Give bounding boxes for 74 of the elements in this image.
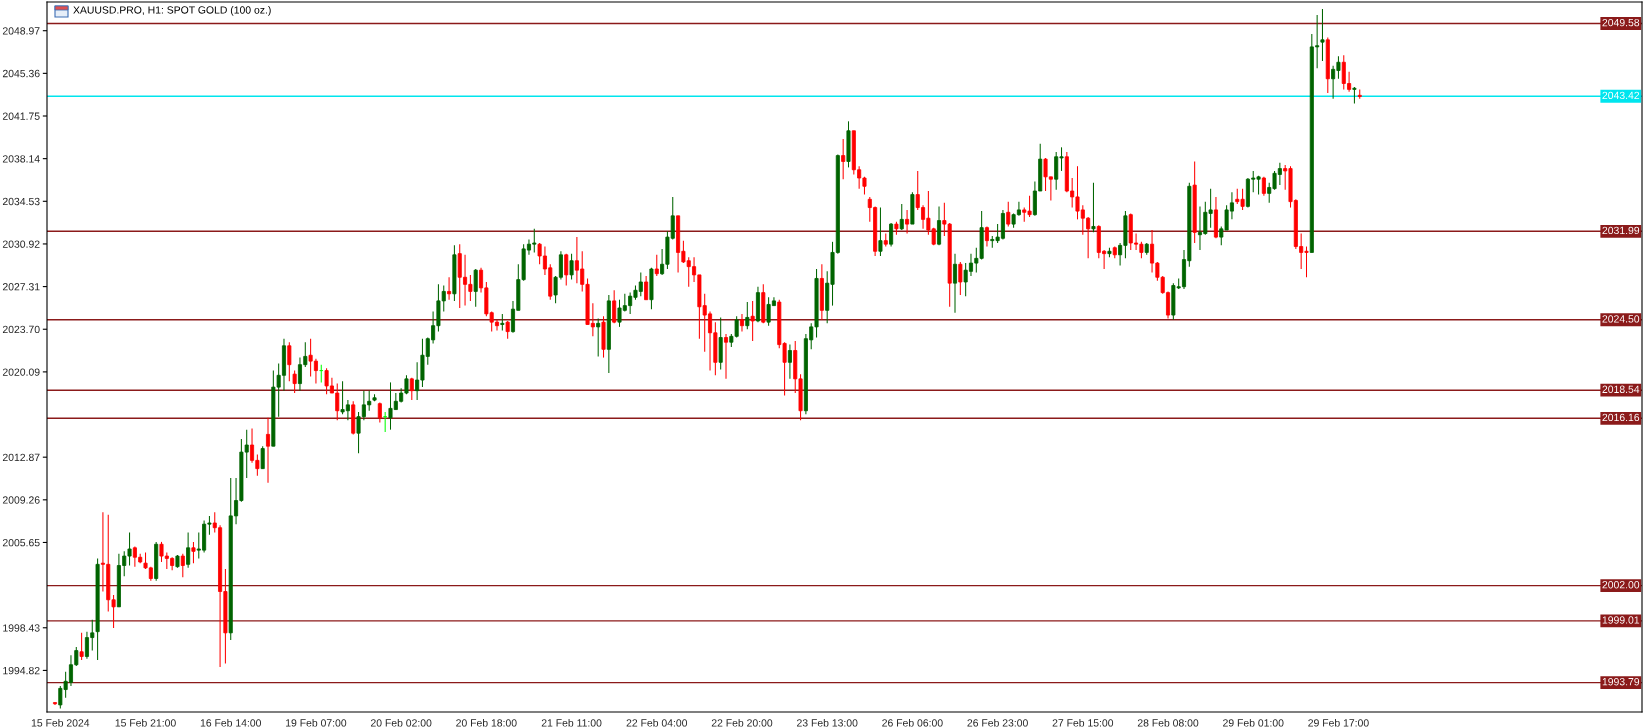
candlestick [447,276,452,301]
ref-line-label: 2002.00 [1602,581,1640,589]
candlestick [292,370,297,394]
chart-title: XAUUSD.PRO, H1: SPOT GOLD (100 oz.) [73,6,271,16]
x-tick-label: 22 Feb 04:00 [626,718,688,727]
candlestick [841,138,846,180]
x-tick-label: 26 Feb 06:00 [882,718,943,727]
candlestick [745,301,750,330]
candlestick [564,253,569,287]
y-tick-label: 2009.26 [2,496,40,504]
candlestick [260,445,265,470]
y-tick-label: 2027.31 [2,283,40,291]
x-tick-label: 16 Feb 14:00 [200,718,262,727]
candlestick [644,275,649,301]
candlestick [473,268,478,308]
y-tick-label: 2030.92 [2,240,40,248]
x-tick-label: 29 Feb 17:00 [1308,718,1369,727]
candlestick [265,417,271,484]
ref-line-label: 2018.54 [1602,385,1640,393]
ref-line-label: 1993.79 [1602,678,1640,686]
candlestick [654,254,659,277]
candlestick [612,289,617,324]
x-tick-label: 20 Feb 02:00 [370,718,432,727]
candlestick [1006,201,1011,227]
ref-line-label: 2016.16 [1602,413,1640,422]
y-tick-label: 2034.53 [2,197,40,206]
ref-line-label: 2024.50 [1602,315,1640,323]
candlestick [191,541,196,564]
x-tick-label: 20 Feb 18:00 [456,718,517,727]
candlestick [905,209,910,235]
y-tick-label: 2023.70 [2,325,40,334]
candlestick [937,205,942,246]
candlestick [596,318,601,357]
x-tick-label: 21 Feb 11:00 [541,718,602,727]
x-tick-label: 23 Feb 13:00 [797,718,858,727]
y-tick-label: 2041.75 [2,112,40,120]
candlestick [899,203,904,231]
candlestick [723,333,729,380]
x-tick-label: 29 Feb 01:00 [1223,718,1284,727]
y-tick-label: 2045.36 [2,69,40,78]
x-tick-label: 15 Feb 2024 [31,718,90,727]
candlestick [878,207,883,257]
candlestick [787,344,792,380]
candlestick [1320,8,1325,62]
y-tick-label: 2020.09 [2,368,40,376]
x-tick-label: 15 Feb 21:00 [115,718,176,727]
y-tick-label: 1994.82 [3,666,40,675]
x-tick-label: 27 Feb 15:00 [1052,718,1114,727]
candlestick [952,253,958,314]
ref-line-label: 2031.99 [1602,226,1640,235]
x-tick-label: 19 Feb 07:00 [286,718,347,727]
x-tick-label: 26 Feb 23:00 [967,718,1028,727]
y-tick-label: 2048.97 [2,27,40,35]
x-tick-label: 28 Feb 08:00 [1137,718,1199,727]
candlestick [180,553,185,578]
ref-line-label: 2043.42 [1602,91,1640,100]
candlestick [186,531,191,569]
x-tick-label: 22 Feb 20:00 [711,718,773,727]
candlestick [287,341,292,382]
y-tick-label: 2005.65 [2,538,40,547]
candlestick [739,313,744,333]
y-tick-label: 2012.87 [2,453,40,462]
candlestick [1091,182,1096,233]
candlestick [958,261,963,296]
ref-line-label: 1999.01 [1602,616,1640,624]
ref-line-label: 2049.58 [1602,18,1640,27]
candlestick [750,300,755,342]
candlestick [79,632,84,661]
candlestick [377,401,382,424]
candlestick [569,253,574,281]
y-tick-label: 1998.43 [3,624,40,632]
y-tick-label: 2038.14 [2,155,40,163]
candlestick [52,702,58,706]
candlestick [984,225,989,248]
